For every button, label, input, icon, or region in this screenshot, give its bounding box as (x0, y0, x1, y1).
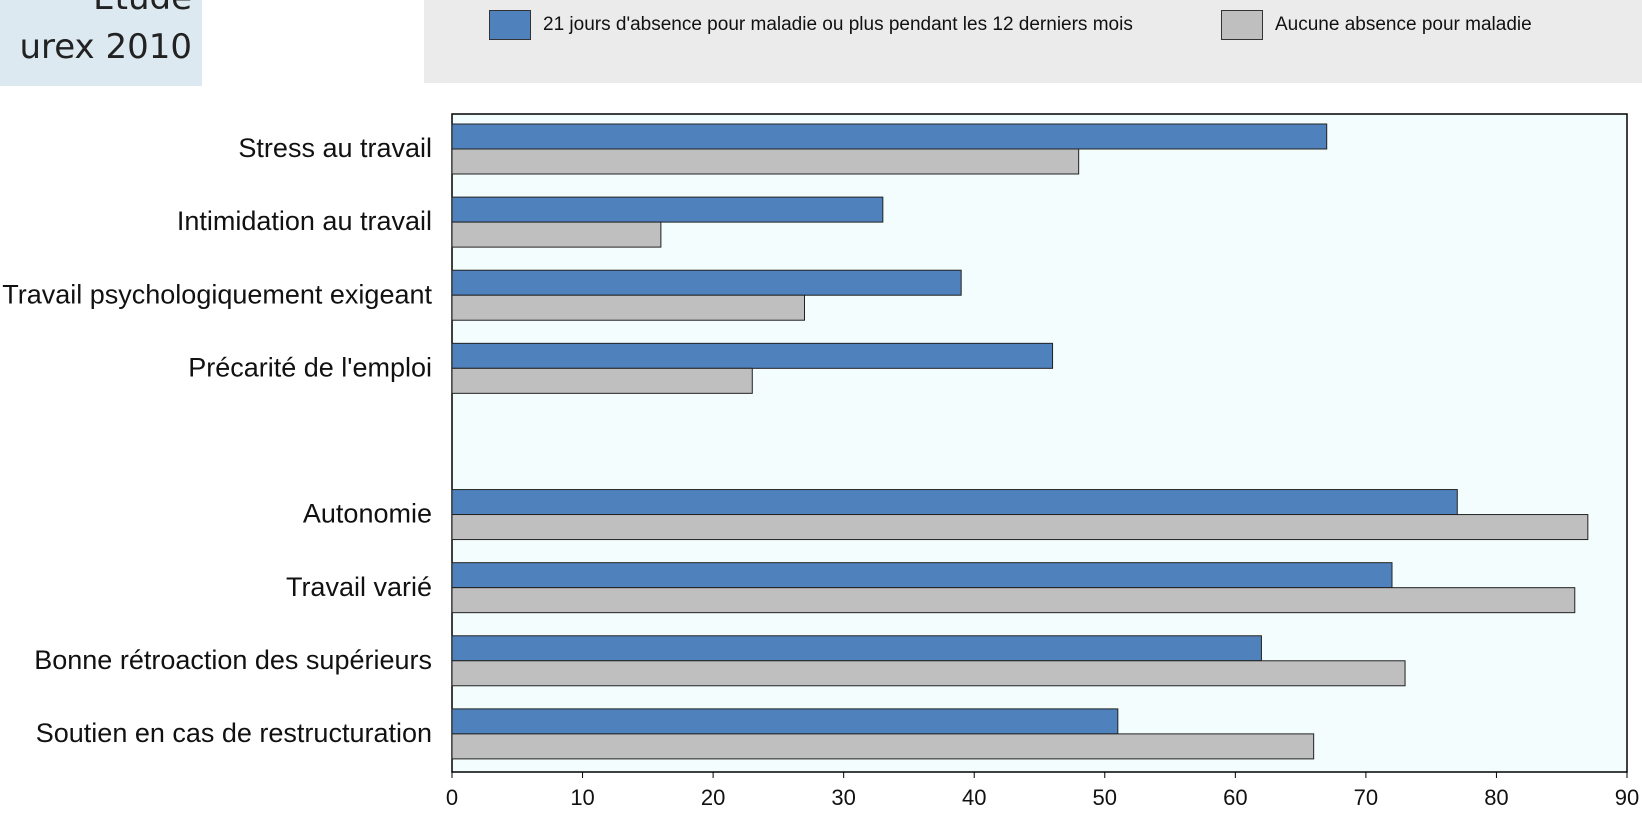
x-tick-label: 30 (831, 785, 855, 810)
bar-series-1 (451, 123, 1328, 150)
bar-series-2 (451, 514, 1589, 541)
category-label: Autonomie (303, 499, 432, 529)
bar-series-1 (451, 489, 1458, 516)
bar-series-1 (451, 342, 1054, 369)
x-tick-label: 40 (962, 785, 986, 810)
legend-item-series-2: Aucune absence pour maladie (1221, 10, 1532, 40)
category-label: Bonne rétroaction des supérieurs (34, 645, 432, 675)
bar-series-1 (451, 196, 884, 223)
x-tick-label: 80 (1484, 785, 1508, 810)
category-label: Travail varié (286, 572, 432, 602)
x-tick-label: 60 (1223, 785, 1247, 810)
bar-series-1 (451, 635, 1262, 662)
bar-series-2 (451, 367, 753, 394)
x-tick-label: 20 (701, 785, 725, 810)
category-label: Précarité de l'emploi (188, 352, 432, 382)
category-label: Stress au travail (238, 133, 432, 163)
bar-series-2 (451, 660, 1406, 687)
legend-label-series-2: Aucune absence pour maladie (1275, 14, 1532, 35)
bar-series-2 (451, 148, 1080, 175)
legend-item-series-1: 21 jours d'absence pour maladie ou plus … (489, 10, 1133, 40)
x-tick-label: 50 (1093, 785, 1117, 810)
bar-series-2 (451, 294, 805, 321)
bar-series-2 (451, 587, 1576, 614)
category-label: Intimidation au travail (177, 206, 432, 236)
corner-title-line-1: Étude (93, 0, 192, 18)
category-label: Travail psychologiquement exigeant (2, 279, 432, 309)
category-label: Soutien en cas de restructuration (36, 718, 432, 748)
legend-swatch-series-2 (1221, 10, 1263, 40)
x-tick-label: 70 (1354, 785, 1378, 810)
corner-title-line-2: urex 2010 (19, 27, 192, 67)
bar-series-1 (451, 269, 962, 296)
bar-series-2 (451, 733, 1315, 760)
bar-series-1 (451, 708, 1119, 735)
legend: 21 jours d'absence pour maladie ou plus … (424, 0, 1642, 83)
legend-label-series-1: 21 jours d'absence pour maladie ou plus … (543, 14, 1133, 35)
x-tick-label: 10 (570, 785, 594, 810)
x-tick-label: 90 (1615, 785, 1639, 810)
bar-series-1 (451, 562, 1393, 589)
bar-series-2 (451, 221, 662, 248)
legend-swatch-series-1 (489, 10, 531, 40)
x-tick-label: 0 (446, 785, 458, 810)
corner-title-box: Étude urex 2010 (0, 0, 202, 86)
